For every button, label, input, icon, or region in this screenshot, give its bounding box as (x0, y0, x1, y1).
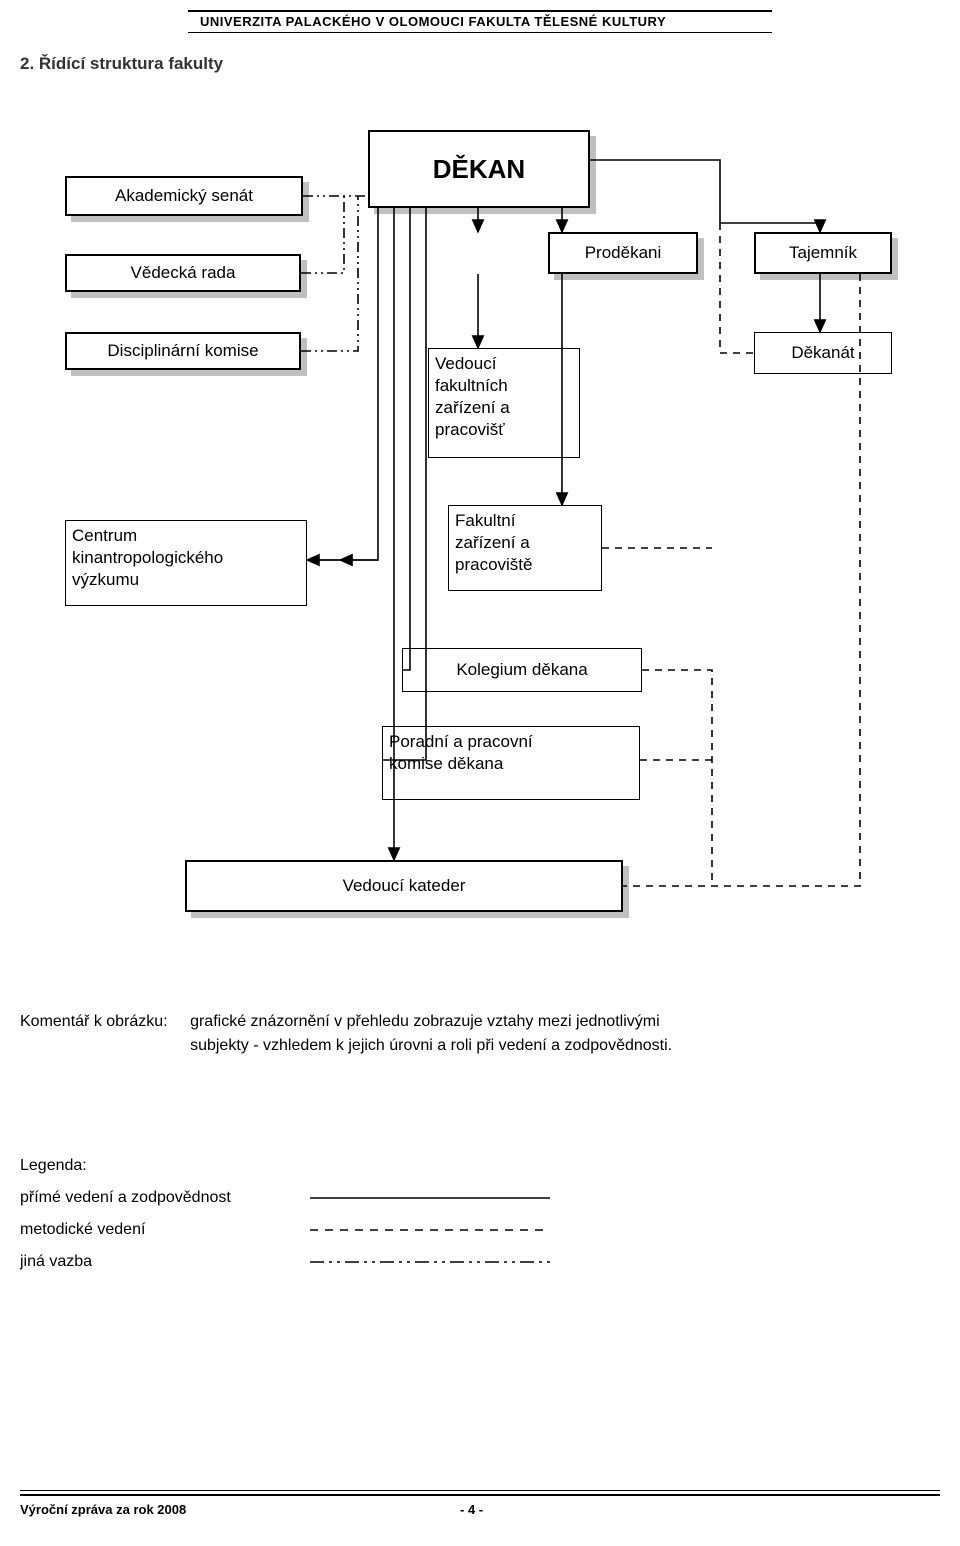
node-senat: Akademický senát (65, 176, 303, 216)
node-poradni-line: komise děkana (389, 753, 503, 775)
node-vedfak-line: Vedoucí (435, 353, 496, 375)
conn-dashed-0 (720, 223, 754, 353)
legend-row: metodické vedení (20, 1214, 550, 1246)
footer-rule-bottom (20, 1494, 940, 1496)
node-dekanat: Děkanát (754, 332, 892, 374)
comment-block: Komentář k obrázku: grafické znázornění … (20, 1010, 920, 1058)
legend-title: Legenda: (20, 1150, 550, 1182)
node-fakzar-line: Fakultní (455, 510, 515, 532)
node-dekan: DĚKAN (368, 130, 590, 208)
legend-swatch-solid (310, 1191, 550, 1205)
node-fakzar-line: zařízení a (455, 532, 530, 554)
section-title: 2. Řídící struktura fakulty (20, 54, 223, 74)
node-vedfak: Vedoucífakultníchzařízení apracovišť (428, 348, 580, 458)
conn-solid-4 (590, 160, 820, 232)
header-rule-bottom (188, 32, 772, 33)
legend-row-label: jiná vazba (20, 1246, 280, 1278)
node-kolegium: Kolegium děkana (402, 648, 642, 692)
node-tajemnik: Tajemník (754, 232, 892, 274)
legend-row-label: přímé vedení a zodpovědnost (20, 1182, 280, 1214)
node-disc: Disciplinární komise (65, 332, 301, 370)
conn-dashdot-2 (301, 196, 358, 351)
node-vedfak-line: fakultních (435, 375, 508, 397)
node-centrum-line: výzkumu (72, 569, 139, 591)
conn-dashed-2 (642, 670, 712, 886)
legend: Legenda: přímé vedení a zodpovědnostmeto… (20, 1150, 550, 1278)
node-vedkat: Vedoucí kateder (185, 860, 623, 912)
footer-right: - 4 - (460, 1502, 483, 1517)
footer-rule-top (20, 1490, 940, 1491)
legend-row: jiná vazba (20, 1246, 550, 1278)
comment-text: grafické znázornění v přehledu zobrazuje… (190, 1010, 710, 1058)
node-rada: Vědecká rada (65, 254, 301, 292)
node-poradni-line: Poradní a pracovní (389, 731, 533, 753)
legend-row: přímé vedení a zodpovědnost (20, 1182, 550, 1214)
header-title: UNIVERZITA PALACKÉHO V OLOMOUCI FAKULTA … (200, 14, 666, 29)
node-centrum-line: kinantropologického (72, 547, 223, 569)
legend-row-label: metodické vedení (20, 1214, 280, 1246)
node-centrum-line: Centrum (72, 525, 137, 547)
node-centrum: Centrumkinantropologickéhovýzkumu (65, 520, 307, 606)
node-fakzar: Fakultnízařízení apracoviště (448, 505, 602, 591)
node-prodekani: Proděkani (548, 232, 698, 274)
legend-swatch-dashdot (310, 1255, 550, 1269)
conn-solid-10 (402, 208, 410, 670)
comment-label: Komentář k obrázku: (20, 1010, 168, 1034)
header-rule-top (188, 10, 772, 12)
conn-solid-7 (307, 208, 378, 560)
legend-swatch-dashed (310, 1223, 550, 1237)
node-vedfak-line: pracovišť (435, 419, 505, 441)
node-poradni: Poradní a pracovníkomise děkana (382, 726, 640, 800)
node-fakzar-line: pracoviště (455, 554, 532, 576)
node-vedfak-line: zařízení a (435, 397, 510, 419)
footer-left: Výroční zpráva za rok 2008 (20, 1502, 186, 1517)
